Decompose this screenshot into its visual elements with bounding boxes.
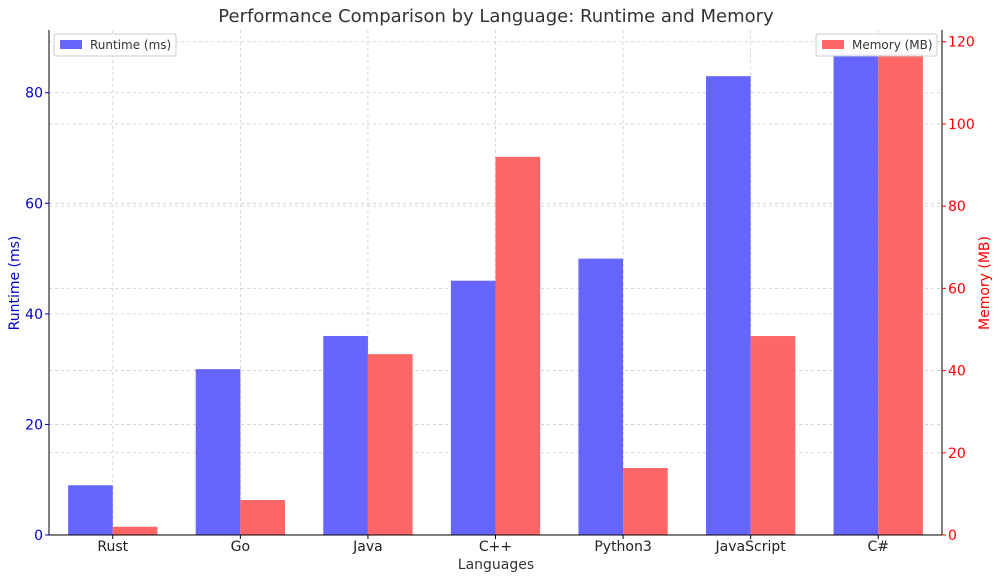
bar-memory-python3: [623, 467, 668, 535]
bar-runtime-python3: [578, 258, 624, 535]
y-right-tick-label: 120: [948, 35, 975, 51]
chart-title: Performance Comparison by Language: Runt…: [218, 6, 774, 27]
y-right-tick-label: 60: [948, 281, 966, 297]
y-left-tick-label: 40: [25, 307, 43, 323]
legend-swatch-memory: [822, 40, 844, 49]
y-right-tick-label: 80: [948, 199, 966, 215]
legend-label-runtime: Runtime (ms): [90, 38, 171, 52]
y-right-tick-label: 20: [948, 446, 966, 462]
x-axis-label: Languages: [458, 557, 534, 573]
bars: [68, 54, 923, 536]
bar-memory-java: [367, 354, 413, 535]
x-tick-label: Rust: [97, 539, 128, 555]
y-right-tick-label: 40: [948, 364, 966, 380]
x-tick-label: Go: [231, 539, 250, 555]
bar-memory-c: [878, 54, 923, 536]
bar-memory-javascript: [750, 336, 796, 535]
bar-memory-rust: [112, 526, 158, 535]
x-tick-label: Python3: [594, 539, 651, 555]
y-right-tick-label: 100: [948, 117, 975, 133]
legend-left-frame: [53, 33, 177, 57]
y-axis-left-label: Runtime (ms): [7, 236, 23, 331]
bar-memory-go: [240, 500, 286, 535]
bar-runtime-javascript: [705, 76, 751, 535]
legend-swatch-runtime: [60, 40, 82, 49]
bar-runtime-c: [450, 280, 496, 535]
axes: Rust Go Java C++ Python3 JavaScript C# 0 20 40 60 8…: [25, 30, 975, 555]
y-left-tick-label: 60: [25, 196, 43, 212]
x-tick-label: C#: [867, 539, 889, 555]
legend-right: Memory (MB): [815, 33, 938, 57]
x-tick-label: Java: [352, 539, 383, 555]
x-tick-label: C++: [479, 539, 512, 555]
x-tick-label: JavaScript: [715, 539, 787, 555]
y-right-tick-label: 0: [948, 528, 957, 544]
legend-right-frame: [815, 33, 938, 57]
y-axis-right-label: Memory (MB): [977, 236, 993, 330]
y-left-tick-label: 0: [34, 528, 43, 544]
bar-runtime-go: [195, 369, 241, 535]
bar-runtime-c: [833, 54, 879, 536]
bar-runtime-java: [323, 335, 368, 535]
legend-left: Runtime (ms): [53, 33, 177, 57]
legend-label-memory: Memory (MB): [852, 38, 933, 52]
y-left-tick-label: 80: [25, 86, 43, 102]
y-left-tick-label: 20: [25, 417, 43, 433]
bar-memory-c: [495, 156, 541, 535]
bar-runtime-rust: [68, 485, 113, 535]
